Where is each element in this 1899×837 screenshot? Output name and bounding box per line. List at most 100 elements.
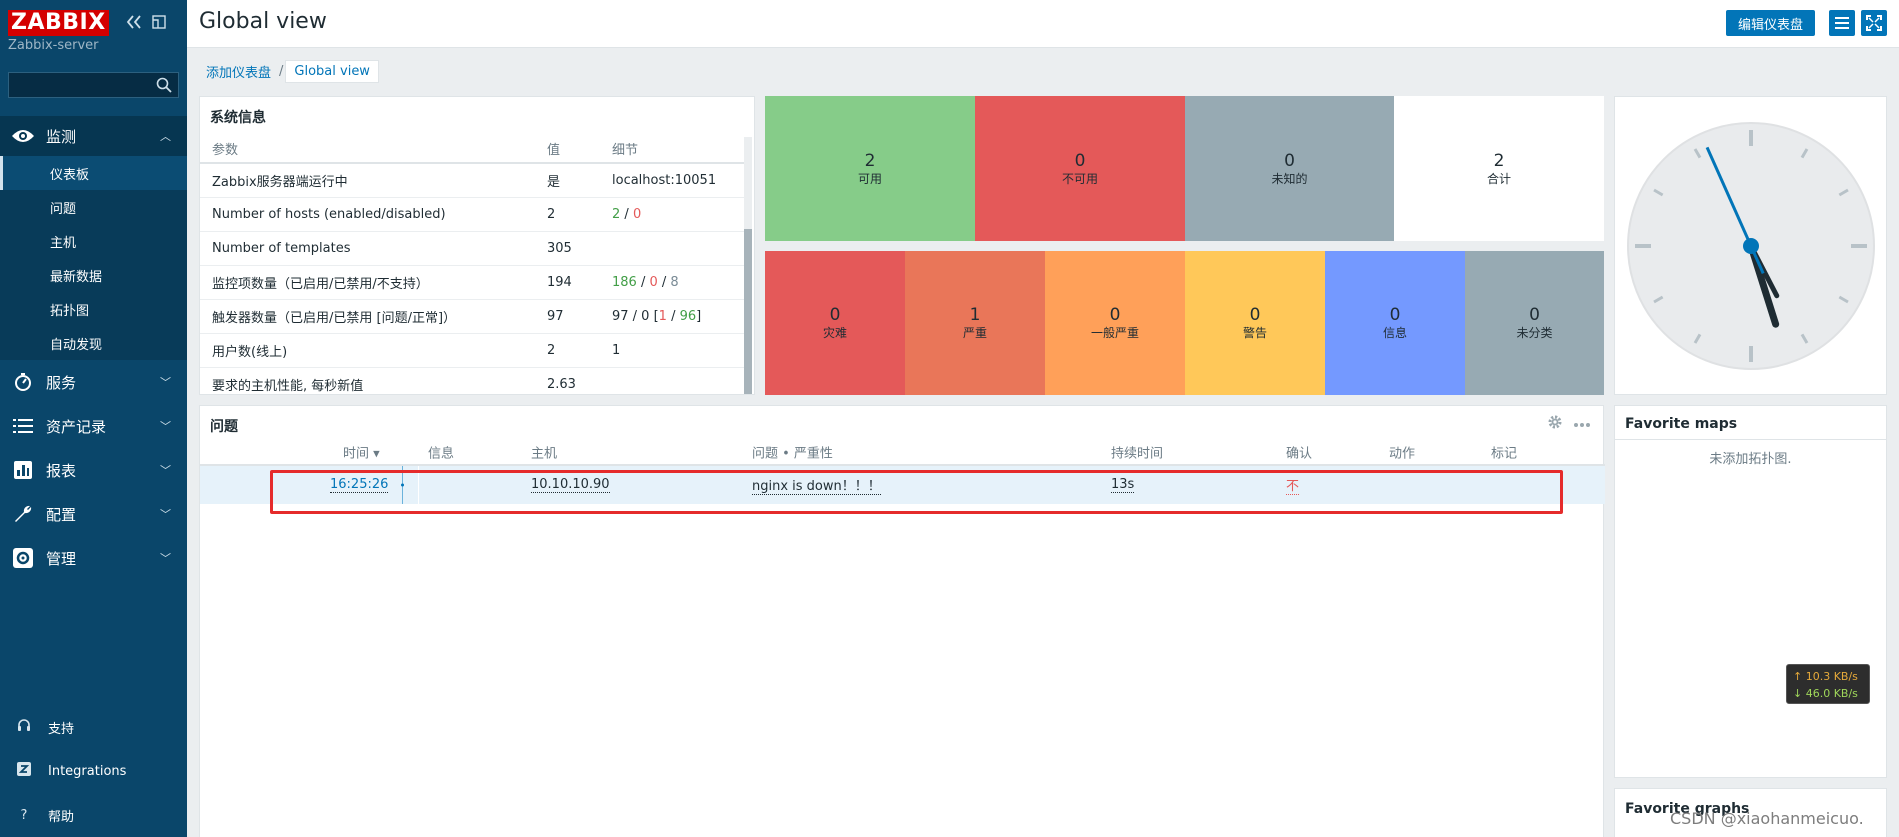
column-header: 持续时间 — [1111, 446, 1164, 462]
clock-tick — [1838, 295, 1849, 304]
column-header: 标记 — [1491, 446, 1518, 462]
tile-label: 一般严重 — [1090, 326, 1139, 340]
search-icon[interactable] — [156, 77, 172, 93]
gear-icon — [10, 547, 36, 569]
gear-icon[interactable] — [1547, 414, 1563, 434]
tile-count: 0 — [829, 305, 841, 325]
list-icon — [10, 415, 36, 437]
clock-tick — [1693, 333, 1702, 344]
menu-item-support[interactable]: 支持 — [0, 705, 187, 749]
trigger-suffix: ] — [696, 308, 702, 324]
clock-tick — [1653, 188, 1664, 197]
menu-item-inventory[interactable]: 资产记录 ﹀ — [0, 404, 187, 448]
menu-item-integrations[interactable]: Integrations — [0, 749, 187, 793]
availability-tile-unknown[interactable]: 0 未知的 — [1185, 96, 1394, 241]
column-divider — [418, 466, 419, 504]
severity-tile-disaster[interactable]: 0 灾难 — [765, 251, 905, 395]
submenu-item-discovery[interactable]: 自动发现 — [50, 337, 103, 353]
actions-menu-button[interactable] — [1829, 10, 1855, 36]
param-cell: Zabbix服务器端运行中 — [200, 163, 535, 198]
value-cell: 2.63 — [535, 367, 600, 394]
tile-label: 灾难 — [822, 326, 847, 340]
menu-item-services[interactable]: 服务 ﹀ — [0, 360, 187, 404]
availability-tile-total[interactable]: 2 合计 — [1394, 96, 1604, 241]
eye-icon — [10, 125, 36, 147]
severity-tile-average[interactable]: 0 一般严重 — [1045, 251, 1185, 395]
menu-item-label: 报表 — [46, 461, 77, 480]
column-header: 主机 — [531, 446, 558, 462]
submenu-item-hosts[interactable]: 主机 — [50, 235, 77, 251]
host-link[interactable]: 10.10.10.90 — [531, 477, 610, 493]
tile-count: 2 — [1493, 150, 1505, 171]
submenu-item-maps[interactable]: 拓扑图 — [50, 303, 90, 319]
system-info-widget: 系统信息 参数 值 细节 Zabbix服务器端运行中 是 localhost:1… — [199, 96, 755, 395]
menu-item-administration[interactable]: 管理 ﹀ — [0, 536, 187, 580]
fullscreen-button[interactable] — [1861, 10, 1887, 36]
chevron-down-icon: ﹀ — [160, 420, 171, 433]
widget-controls — [1547, 414, 1591, 434]
widget-title: 系统信息 — [210, 110, 266, 126]
sort-time-column[interactable]: 时间 ▾ — [343, 446, 380, 462]
submenu-item-problems[interactable]: 问题 — [50, 201, 77, 217]
edit-dashboard-button[interactable]: 编辑仪表盘 — [1725, 10, 1815, 36]
duration-link[interactable]: 13s — [1111, 477, 1135, 493]
problem-time-link[interactable]: 16:25:26 — [330, 477, 389, 493]
breadcrumb-separator: / — [279, 63, 284, 79]
severity-tile-warning[interactable]: 0 警告 — [1185, 251, 1325, 395]
ack-link[interactable]: 不 — [1286, 475, 1300, 495]
tile-count: 0 — [1529, 305, 1540, 325]
menu-item-configuration[interactable]: 配置 ﹀ — [0, 492, 187, 536]
favorite-graphs-widget: Favorite graphs — [1614, 788, 1887, 837]
submenu-item-dashboard[interactable]: 仪表板 — [0, 156, 187, 190]
menu-item-help[interactable]: ? 帮助 — [0, 793, 187, 837]
table-row: Number of hosts (enabled/disabled) 2 2 /… — [200, 197, 745, 232]
availability-tile-unavailable[interactable]: 0 不可用 — [975, 96, 1185, 241]
severity-tile-high[interactable]: 1 严重 — [905, 251, 1045, 395]
tile-count: 0 — [1109, 305, 1121, 325]
tile-label: 未分类 — [1516, 326, 1553, 340]
network-speed-badge: ↑ 10.3 KB/s ↓ 46.0 KB/s — [1786, 664, 1870, 704]
submenu-item-latest-data[interactable]: 最新数据 — [50, 269, 103, 285]
widget-title: 问题 — [210, 419, 238, 435]
tile-count: 0 — [1389, 305, 1401, 325]
table-header-row: 参数 值 细节 — [200, 135, 745, 164]
search-input[interactable] — [9, 73, 178, 97]
hamburger-icon — [1835, 17, 1849, 29]
value-cell: 2 — [535, 197, 600, 232]
menu-item-label: 帮助 — [48, 809, 75, 825]
tile-label: 信息 — [1382, 326, 1407, 340]
bottom-menu: 支持 Integrations ? 帮助 — [0, 705, 187, 837]
separator: / — [636, 274, 650, 290]
download-speed: ↓ 46.0 KB/s — [1793, 687, 1858, 700]
availability-tile-available[interactable]: 2 可用 — [765, 96, 975, 241]
detail-cell — [600, 367, 745, 394]
scrollbar-thumb[interactable] — [744, 229, 752, 394]
breadcrumb-parent[interactable]: 添加仪表盘 — [206, 65, 272, 81]
page-header: Global view 编辑仪表盘 — [187, 0, 1899, 48]
menu-item-reports[interactable]: 报表 ﹀ — [0, 448, 187, 492]
trigger-prefix: 97 / 0 [ — [612, 308, 659, 324]
clock-tick — [1693, 148, 1702, 159]
clock-ticks — [1635, 130, 1867, 362]
severity-tile-information[interactable]: 0 信息 — [1325, 251, 1465, 395]
column-header: 确认 — [1286, 446, 1313, 462]
table-row: Zabbix服务器端运行中 是 localhost:10051 — [200, 163, 745, 198]
widget-header: Favorite maps — [1615, 406, 1886, 440]
more-icon[interactable] — [1573, 417, 1591, 432]
menu-item-label: 支持 — [48, 721, 75, 737]
scrollbar[interactable] — [744, 137, 752, 394]
table-row: 触发器数量（已启用/已禁用 [问题/正常]） 97 97 / 0 [1 / 96… — [200, 299, 745, 334]
clock-tick — [1838, 188, 1849, 197]
hide-sidebar-icon[interactable] — [152, 14, 166, 33]
param-cell: 用户数(线上) — [200, 333, 535, 368]
collapse-sidebar-icon[interactable] — [126, 14, 142, 33]
question-icon: ? — [20, 807, 28, 823]
severity-tile-not-classified[interactable]: 0 未分类 — [1465, 251, 1604, 395]
menu-item-monitoring[interactable]: 监测 ︿ — [0, 116, 187, 156]
problem-name-link[interactable]: nginx is down！！！ — [752, 475, 881, 495]
tile-label: 可用 — [857, 171, 882, 186]
column-header: 细节 — [600, 135, 745, 164]
breadcrumb-current[interactable]: Global view — [285, 59, 379, 83]
zabbix-logo[interactable]: ZABBIX — [8, 10, 109, 36]
menu-item-label: 服务 — [46, 373, 77, 392]
